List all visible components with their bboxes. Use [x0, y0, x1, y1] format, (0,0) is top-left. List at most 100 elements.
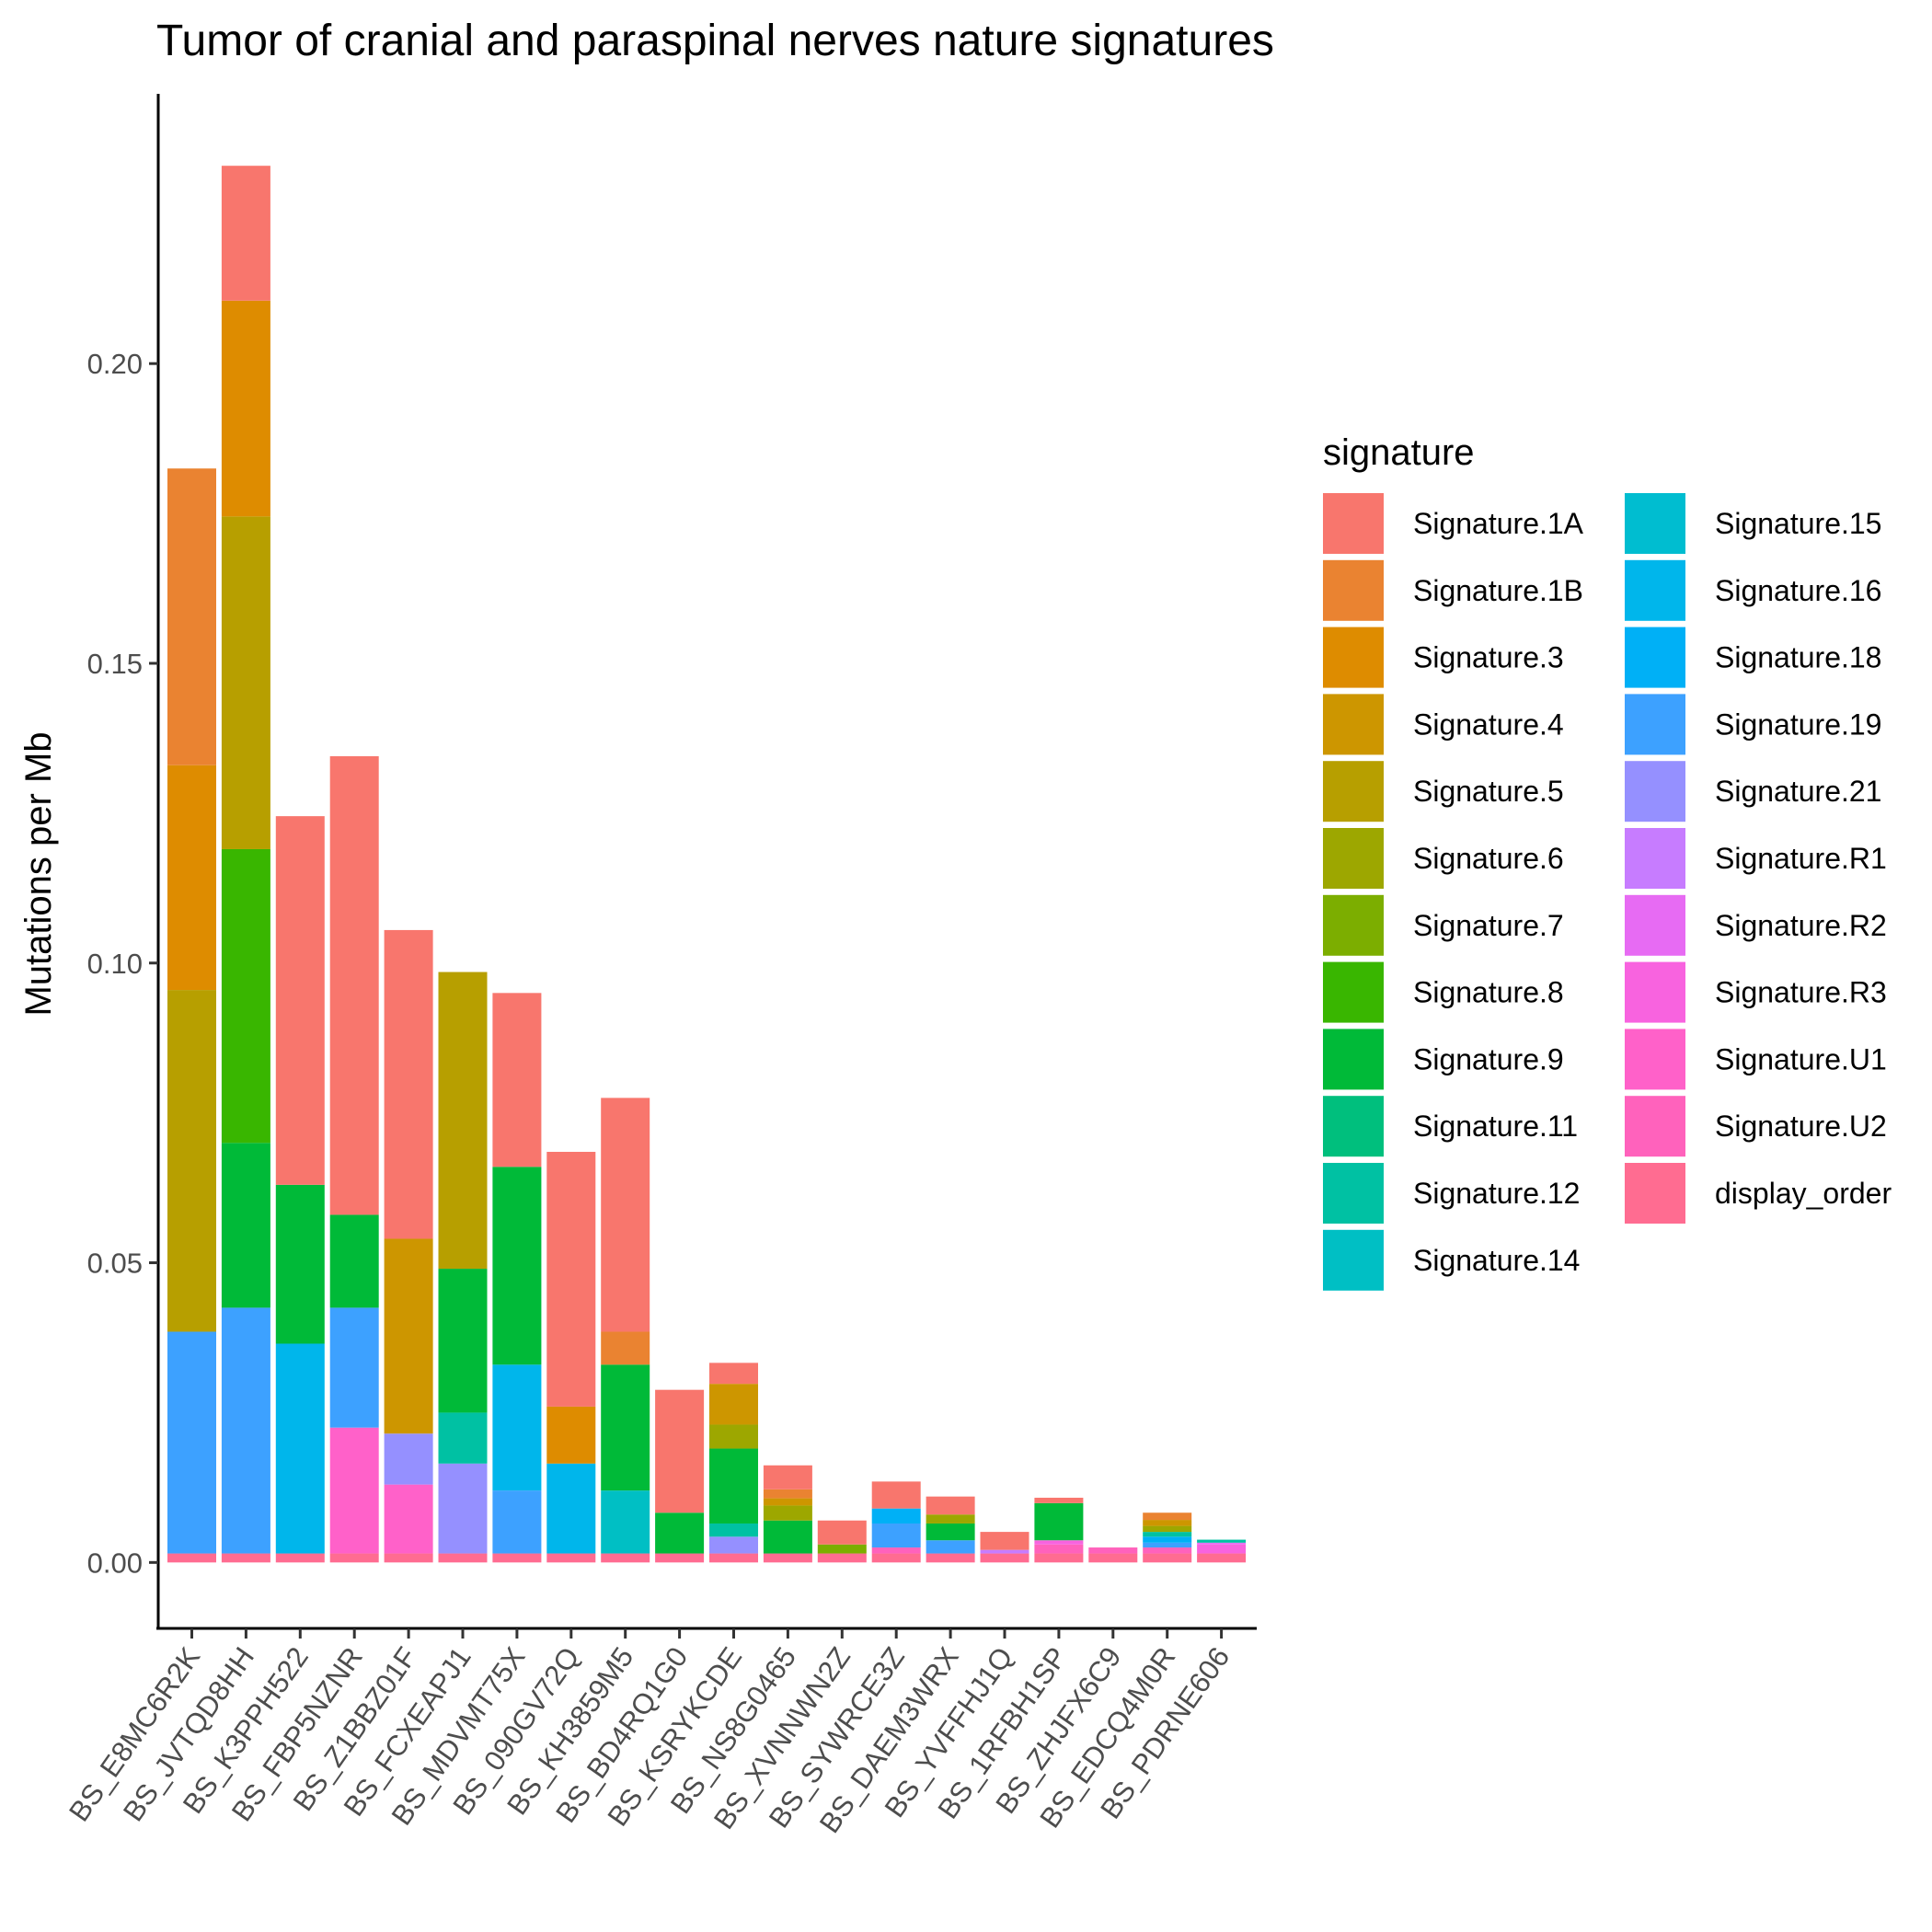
- bar-segment-19-4: [1197, 1542, 1247, 1545]
- bar-segment-0-18: [167, 990, 216, 1332]
- legend-key-0-3: [1323, 694, 1384, 755]
- bar-segment-3-0: [329, 1553, 379, 1563]
- y-axis-title: Mutations per Mb: [18, 731, 59, 1016]
- legend-key-0-5: [1323, 828, 1384, 889]
- bar-segment-4-6: [384, 1433, 433, 1485]
- bar-segment-12-22: [817, 1520, 867, 1545]
- legend-label-1-6: Signature.R2: [1715, 909, 1887, 942]
- bar-segment-14-7: [926, 1540, 975, 1554]
- bar-segment-8-0: [601, 1553, 650, 1563]
- bar-segment-16-3: [1034, 1540, 1084, 1545]
- bar-segment-6-14: [492, 1167, 542, 1365]
- bar-segment-16-14: [1034, 1502, 1084, 1541]
- legend-label-0-7: Signature.8: [1413, 976, 1564, 1009]
- bar-segment-7-0: [546, 1553, 596, 1563]
- bar-segment-9-14: [655, 1512, 705, 1554]
- legend-label-0-1: Signature.1B: [1413, 574, 1583, 607]
- legend-label-1-7: Signature.R3: [1715, 976, 1887, 1009]
- bar-segment-16-1: [1034, 1544, 1084, 1554]
- legend-label-0-3: Signature.4: [1413, 707, 1564, 741]
- y-tick-label-2: 0.10: [87, 948, 143, 980]
- legend-key-0-10: [1323, 1163, 1384, 1224]
- legend-label-1-10: display_order: [1715, 1177, 1892, 1210]
- bar-segment-17-1: [1088, 1547, 1138, 1554]
- bar-segment-5-14: [438, 1269, 488, 1413]
- legend-key-0-1: [1323, 559, 1384, 621]
- bar-segment-4-2: [384, 1484, 433, 1554]
- legend-label-0-6: Signature.7: [1413, 909, 1564, 942]
- bar-segment-10-12: [709, 1523, 758, 1537]
- legend-key-1-9: [1625, 1096, 1685, 1157]
- bars-group: [167, 166, 1247, 1563]
- y-tick-label-1: 0.05: [87, 1248, 143, 1280]
- bar-segment-18-19: [1143, 1520, 1192, 1526]
- legend-label-1-0: Signature.15: [1715, 507, 1881, 540]
- bar-segment-15-0: [980, 1553, 1029, 1563]
- bar-segment-1-7: [221, 1307, 270, 1554]
- bar-segment-9-22: [655, 1389, 705, 1513]
- bar-segment-5-12: [438, 1412, 488, 1464]
- legend-key-0-4: [1323, 761, 1384, 822]
- legend-key-1-3: [1625, 694, 1685, 755]
- bar-segment-9-0: [655, 1553, 705, 1563]
- bar-segment-18-21: [1143, 1512, 1192, 1521]
- bar-segment-6-22: [492, 993, 542, 1167]
- legend-label-0-9: Signature.11: [1413, 1110, 1578, 1143]
- bar-segment-15-5: [980, 1549, 1029, 1554]
- bar-segment-4-22: [384, 929, 433, 1239]
- legend-label-1-4: Signature.21: [1715, 775, 1881, 808]
- bar-segment-18-1: [1143, 1547, 1192, 1554]
- bar-segment-13-22: [871, 1481, 921, 1509]
- bar-segment-13-7: [871, 1523, 921, 1548]
- bar-segment-10-22: [709, 1363, 758, 1385]
- legend-key-1-8: [1625, 1029, 1685, 1090]
- bar-segment-5-18: [438, 972, 488, 1270]
- bar-segment-10-19: [709, 1384, 758, 1425]
- bar-segment-14-0: [926, 1553, 975, 1563]
- bar-segment-11-22: [763, 1465, 812, 1489]
- bar-segment-18-8: [1143, 1536, 1192, 1543]
- bar-segment-1-22: [221, 166, 270, 301]
- legend-key-0-9: [1323, 1096, 1384, 1157]
- bar-segment-6-0: [492, 1553, 542, 1563]
- legend-key-1-0: [1625, 493, 1685, 554]
- bar-segment-10-14: [709, 1448, 758, 1524]
- y-axis-ticks: 0.00 0.05 0.10 0.15 0.20: [87, 348, 158, 1579]
- bar-segment-0-21: [167, 468, 216, 765]
- legend-key-1-4: [1625, 761, 1685, 822]
- legend-key-0-2: [1323, 627, 1384, 688]
- legend-label-0-4: Signature.5: [1413, 775, 1564, 808]
- bar-segment-4-19: [384, 1238, 433, 1434]
- legend-key-1-5: [1625, 828, 1685, 889]
- bar-segment-0-0: [167, 1553, 216, 1563]
- bar-segment-1-0: [221, 1553, 270, 1563]
- legend-label-1-9: Signature.U2: [1715, 1110, 1887, 1143]
- bar-segment-17-0: [1088, 1553, 1138, 1563]
- legend-key-0-8: [1323, 1029, 1384, 1090]
- bar-segment-2-0: [275, 1553, 325, 1563]
- legend-label-0-8: Signature.9: [1413, 1042, 1564, 1075]
- bar-segment-16-22: [1034, 1497, 1084, 1503]
- bar-segment-4-0: [384, 1553, 433, 1563]
- legend-label-1-3: Signature.19: [1715, 707, 1881, 741]
- bar-segment-1-20: [221, 300, 270, 517]
- bar-segment-3-22: [329, 755, 379, 1215]
- bar-segment-10-17: [709, 1424, 758, 1449]
- bar-segment-19-12: [1197, 1539, 1247, 1543]
- bar-segment-8-14: [601, 1364, 650, 1491]
- bar-segment-16-0: [1034, 1553, 1084, 1563]
- bar-segment-7-22: [546, 1152, 596, 1407]
- legend-key-0-11: [1323, 1229, 1384, 1291]
- bar-segment-1-15: [221, 848, 270, 1144]
- bar-segment-11-0: [763, 1553, 812, 1563]
- legend-title: signature: [1323, 432, 1475, 473]
- bar-segment-5-6: [438, 1463, 488, 1554]
- bar-segment-2-22: [275, 816, 325, 1185]
- bar-segment-7-20: [546, 1406, 596, 1464]
- bar-segment-0-20: [167, 765, 216, 991]
- legend-label-1-2: Signature.18: [1715, 641, 1881, 674]
- bar-segment-7-9: [546, 1463, 596, 1554]
- bar-segment-3-2: [329, 1427, 379, 1554]
- legend-key-0-6: [1323, 894, 1384, 956]
- legend-key-1-10: [1625, 1163, 1685, 1224]
